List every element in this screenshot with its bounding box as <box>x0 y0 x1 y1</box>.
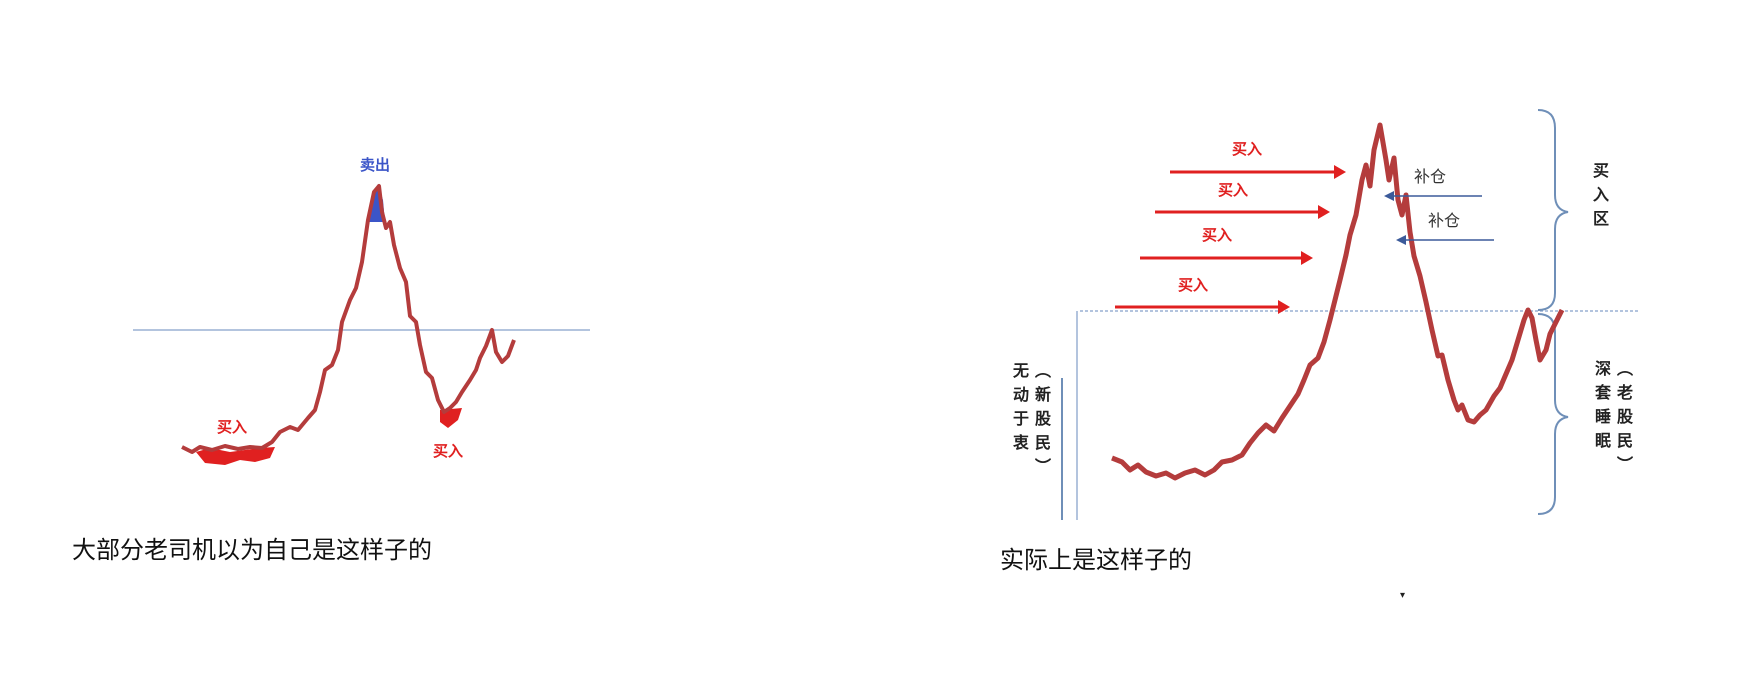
right-caption: 实际上是这样子的 <box>1000 546 1192 574</box>
buy-arrows <box>1115 165 1346 314</box>
buy-arrow-2 <box>1155 205 1330 219</box>
left-buy-zone-fill <box>196 447 275 465</box>
add-arrow-label-1: 补仓 <box>1414 167 1446 186</box>
deep-trap-label: （老股民）深套睡眠 <box>1592 360 1633 480</box>
buy-label-right: 买入 <box>433 442 463 460</box>
left-price-line <box>181 184 516 454</box>
add-arrow-label-2: 补仓 <box>1428 211 1460 230</box>
buy-arrow-4 <box>1115 300 1290 314</box>
buy-arrow-1 <box>1170 165 1346 179</box>
buy-label-left: 买入 <box>217 418 247 436</box>
left-diagram: 卖出 买入 买入 <box>133 156 590 465</box>
buy-zone-label: 买入区 <box>1590 162 1609 234</box>
buy-arrow-3 <box>1140 251 1313 265</box>
sell-label: 卖出 <box>360 156 390 174</box>
buy-arrow-label-4: 买入 <box>1178 276 1208 294</box>
right-price-line <box>1111 122 1565 481</box>
add-position-arrows <box>1384 191 1494 245</box>
buy-arrow-label-3: 买入 <box>1202 226 1232 244</box>
new-investor-label: （新股民）无动于衷 <box>1010 362 1051 482</box>
right-diagram: 买入 买入 买入 买入 补仓 补仓 <box>1061 109 1640 520</box>
deep-trap-bracket <box>1537 313 1569 515</box>
caret-icon: ▾ <box>1400 590 1406 601</box>
buy-arrow-label-2: 买入 <box>1218 181 1248 199</box>
buy-zone-bracket <box>1537 109 1569 311</box>
add-arrow-1 <box>1384 191 1482 201</box>
buy-arrow-label-1: 买入 <box>1232 140 1262 158</box>
left-caption: 大部分老司机以为自己是这样子的 <box>72 536 432 564</box>
add-arrow-2 <box>1396 235 1494 245</box>
